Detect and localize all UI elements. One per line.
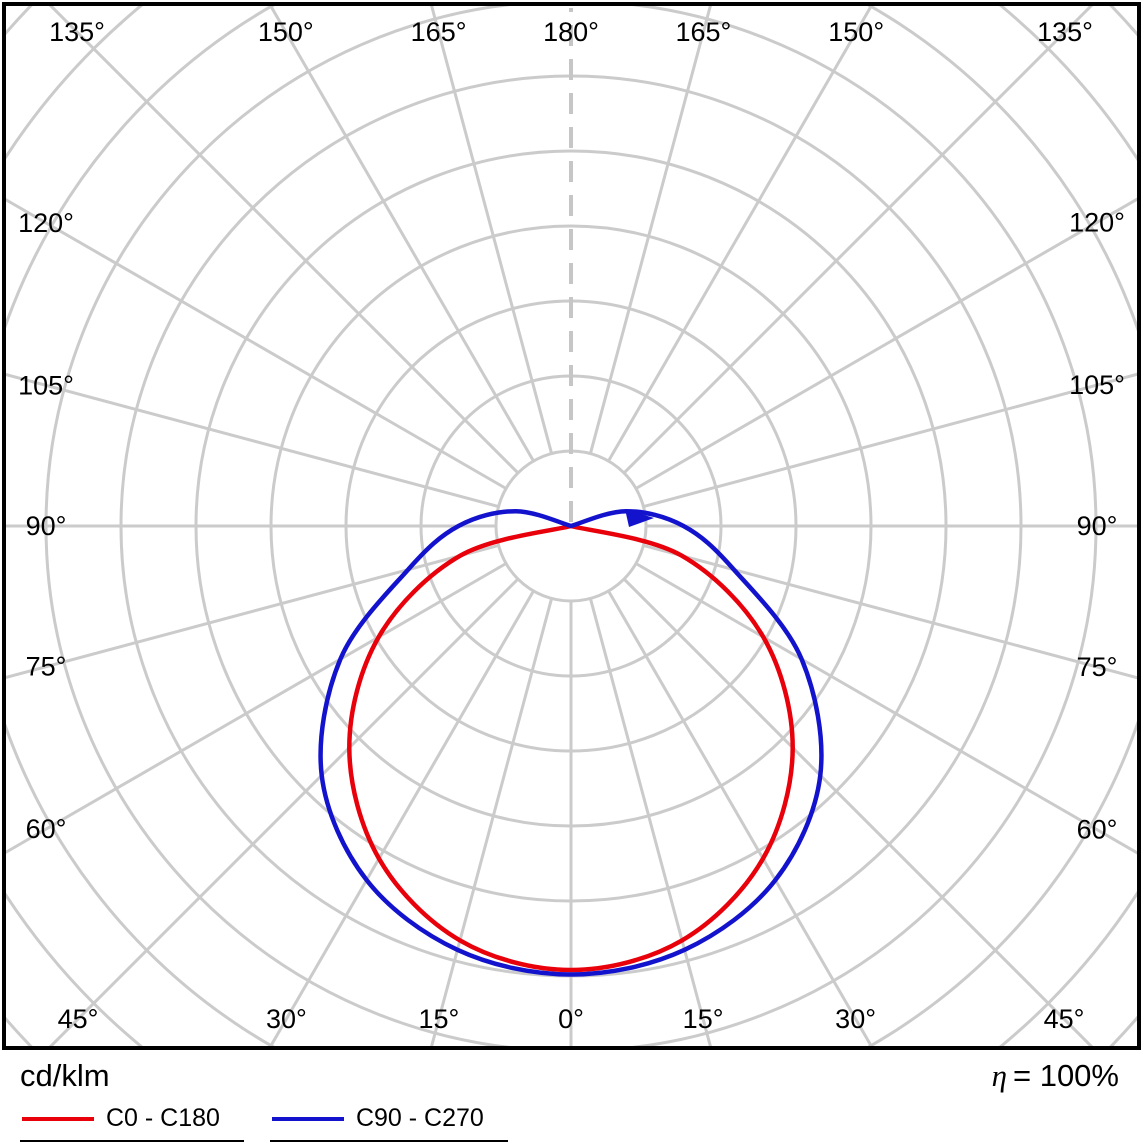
grid-radial-line (269, 590, 535, 1046)
angle-tick-label: 90° (1077, 511, 1118, 541)
grid-radial-line (48, 577, 520, 1046)
angle-tick-label: 165° (675, 17, 731, 47)
grid-radial-line (643, 543, 1137, 680)
legend: C0 - C180 C90 - C270 (20, 1106, 508, 1142)
grid-radial-line (269, 6, 535, 462)
legend-label-c90-c270: C90 - C270 (355, 1104, 484, 1132)
units-label: cd/klm (20, 1058, 110, 1093)
polar-grid (6, 6, 1137, 1046)
grid-radial-line (622, 6, 1094, 475)
chart-footer: cd/klm η = 100% C0 - C180 C90 - C270 (0, 1052, 1143, 1143)
legend-item-c0-c180: C0 - C180 (20, 1106, 244, 1142)
grid-radial-line (430, 598, 554, 1046)
grid-radial-line (607, 6, 873, 462)
legend-swatch-red (22, 1116, 94, 1121)
legend-item-c90-c270: C90 - C270 (269, 1104, 508, 1142)
angle-tick-label: 135° (1037, 17, 1093, 47)
series-curve-0 (347, 523, 795, 973)
angle-tick-label: 15° (683, 1004, 724, 1034)
grid-radial-line (635, 562, 1137, 855)
angle-tick-label: 105° (1069, 370, 1125, 400)
grid-radial-line (607, 590, 873, 1046)
eta-symbol: η (991, 1058, 1007, 1093)
legend-label-c0-c180: C0 - C180 (106, 1104, 220, 1132)
angle-tick-label: 90° (26, 511, 67, 541)
angle-tick-label: 30° (266, 1004, 307, 1034)
footer-top-row: cd/klm η = 100% (20, 1058, 1119, 1094)
grid-radial-line (430, 6, 554, 454)
grid-radial-line (622, 577, 1094, 1046)
angle-tick-label: 45° (1044, 1004, 1085, 1034)
angle-tick-label: 75° (1077, 652, 1118, 682)
angle-tick-label: 30° (835, 1004, 876, 1034)
angle-tick-label: 60° (1077, 815, 1118, 845)
grid-radial-line (48, 6, 520, 475)
angle-tick-label: 45° (58, 1004, 99, 1034)
angle-tick-label: 0° (558, 1004, 584, 1034)
angle-tick-label: 60° (26, 814, 67, 844)
angle-tick-label: 150° (258, 17, 314, 47)
angle-tick-label: 135° (49, 17, 105, 47)
angle-tick-label: 120° (1069, 207, 1125, 237)
grid-radial-line (6, 373, 499, 509)
plot-border (2, 2, 1141, 1050)
angle-tick-label: 165° (411, 17, 467, 47)
legend-swatch-blue (271, 1116, 344, 1121)
angle-tick-label: 120° (18, 208, 74, 238)
efficiency-label: η = 100% (992, 1058, 1119, 1094)
grid-radial-line (6, 562, 507, 854)
grid-radial-line (588, 598, 712, 1046)
grid-radial-line (635, 197, 1137, 490)
angle-tick-label: 105° (18, 370, 74, 400)
efficiency-value: = 100% (1012, 1058, 1119, 1093)
angle-tick-label: 15° (418, 1004, 459, 1034)
series-curve-1 (318, 508, 824, 977)
angle-tick-label: 180° (543, 17, 599, 47)
curve-direction-arrow (625, 509, 654, 527)
grid-radial-line (6, 198, 507, 490)
angle-tick-label: 75° (26, 652, 67, 682)
grid-radial-line (588, 6, 712, 454)
angle-tick-label: 150° (828, 17, 884, 47)
polar-chart: 0° 15° 15° 30° 30° 45° 45° 60° 60° 75° 75° 90° 90° 10… (2, 2, 1141, 1050)
grid-radial-line (643, 372, 1137, 509)
grid-radial-line (6, 543, 499, 679)
